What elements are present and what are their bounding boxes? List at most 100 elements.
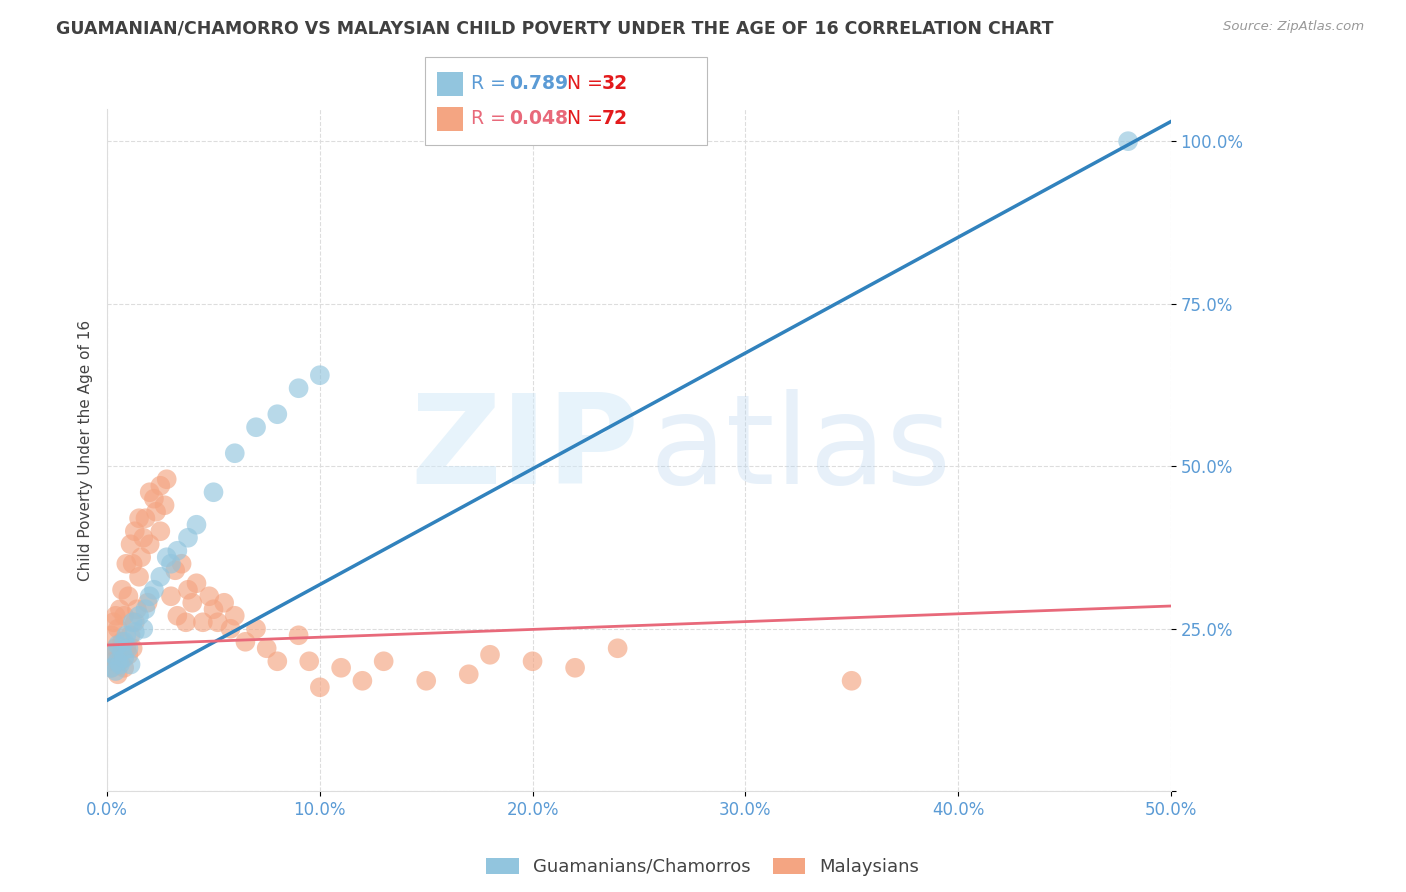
Point [308, 680, 330, 694]
Point [100, 661, 122, 675]
Point [287, 381, 309, 395]
Point [212, 596, 235, 610]
Point [115, 628, 138, 642]
Point [352, 673, 374, 688]
Point [202, 485, 225, 500]
Point [181, 596, 204, 610]
Text: GUAMANIAN/CHAMORRO VS MALAYSIAN CHILD POVERTY UNDER THE AGE OF 16 CORRELATION CH: GUAMANIAN/CHAMORRO VS MALAYSIAN CHILD PO… [56, 20, 1053, 37]
Point [128, 511, 150, 525]
Point [107, 638, 129, 652]
Point [1116, 134, 1139, 148]
Point [103, 654, 125, 668]
Point [191, 615, 214, 630]
Point [103, 615, 125, 630]
Point [202, 602, 225, 616]
Text: 0.789: 0.789 [509, 74, 568, 94]
Point [198, 589, 221, 603]
Point [115, 641, 138, 656]
Point [166, 543, 188, 558]
Point [256, 641, 278, 656]
Point [606, 641, 628, 656]
Point [112, 608, 135, 623]
Point [245, 622, 267, 636]
Point [266, 654, 288, 668]
Point [121, 641, 143, 656]
Point [224, 608, 246, 623]
Point [120, 628, 142, 642]
Point [166, 608, 188, 623]
Point [373, 654, 395, 668]
Point [100, 661, 122, 675]
Point [245, 420, 267, 434]
Text: R =: R = [471, 74, 512, 94]
Point [266, 407, 288, 421]
Point [142, 491, 165, 506]
Point [479, 648, 502, 662]
Point [111, 644, 134, 658]
Point [298, 654, 321, 668]
Point [149, 524, 172, 539]
Point [124, 524, 146, 539]
Point [132, 531, 155, 545]
Point [308, 368, 330, 383]
Point [564, 661, 586, 675]
Text: N =: N = [567, 109, 609, 128]
Point [160, 557, 183, 571]
Point [142, 582, 165, 597]
Point [112, 634, 135, 648]
Point [111, 634, 134, 648]
Text: R =: R = [471, 109, 512, 128]
Point [117, 648, 139, 662]
Point [124, 615, 146, 630]
Point [115, 557, 138, 571]
Text: atlas: atlas [650, 390, 952, 510]
Text: 32: 32 [602, 74, 628, 94]
Point [330, 661, 353, 675]
Point [112, 661, 135, 675]
Point [174, 615, 197, 630]
Point [160, 589, 183, 603]
Point [117, 641, 139, 656]
Point [128, 570, 150, 584]
Point [134, 602, 156, 616]
Point [219, 622, 242, 636]
Point [107, 622, 129, 636]
Point [104, 608, 127, 623]
Point [156, 472, 179, 486]
Point [522, 654, 544, 668]
Point [149, 570, 172, 584]
Point [120, 537, 142, 551]
Point [108, 654, 131, 668]
Point [98, 648, 121, 662]
Point [145, 505, 167, 519]
Point [134, 511, 156, 525]
Point [136, 596, 159, 610]
Point [128, 608, 150, 623]
Point [177, 582, 200, 597]
Point [457, 667, 479, 681]
Point [224, 446, 246, 460]
Text: ZIP: ZIP [411, 390, 638, 510]
Point [121, 615, 143, 630]
Point [287, 628, 309, 642]
Point [841, 673, 863, 688]
Point [207, 615, 229, 630]
Point [138, 589, 160, 603]
Point [153, 498, 176, 512]
Point [138, 537, 160, 551]
Point [111, 582, 134, 597]
Point [138, 485, 160, 500]
Point [170, 557, 193, 571]
Point [235, 634, 257, 648]
Y-axis label: Child Poverty Under the Age of 16: Child Poverty Under the Age of 16 [79, 319, 93, 581]
Point [108, 657, 131, 672]
Point [415, 673, 437, 688]
Text: N =: N = [567, 74, 609, 94]
Point [117, 589, 139, 603]
Text: Source: ZipAtlas.com: Source: ZipAtlas.com [1223, 20, 1364, 33]
Point [177, 531, 200, 545]
Point [100, 628, 122, 642]
Point [103, 648, 125, 662]
Point [149, 479, 172, 493]
Point [186, 576, 208, 591]
